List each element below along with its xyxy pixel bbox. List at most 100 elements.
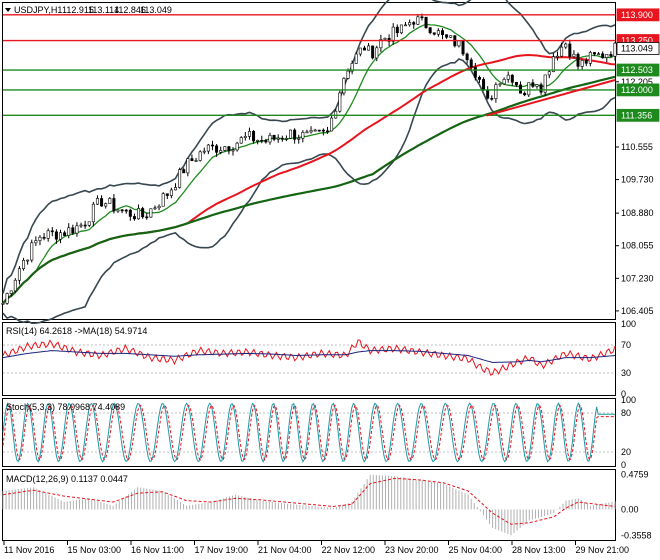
candle-body xyxy=(280,137,284,140)
candle-body xyxy=(289,129,293,139)
candle-body xyxy=(539,84,543,93)
bollinger-lower-band xyxy=(2,58,616,325)
candle-body xyxy=(120,209,124,212)
macd-tick-label: 0.4759 xyxy=(621,469,649,479)
candle-body xyxy=(605,54,609,58)
stoch-tick-label: 0 xyxy=(621,460,626,470)
candle-body xyxy=(502,79,506,85)
candle-body xyxy=(506,74,510,80)
candle-body xyxy=(531,82,535,87)
candle-body xyxy=(46,230,50,239)
candle-body xyxy=(104,203,108,207)
price-tick-label: 110.555 xyxy=(621,142,653,152)
candle-body xyxy=(416,16,420,25)
price-panel xyxy=(1,0,617,325)
candle-body xyxy=(256,139,260,142)
candle-body xyxy=(555,55,559,58)
candle-body xyxy=(490,97,494,100)
stoch-title: Stoch(5,3,3) 78.0968 74.4089 xyxy=(6,402,125,412)
candle-body xyxy=(317,129,321,132)
price-tick-label: 112.205 xyxy=(621,77,653,87)
candle-body xyxy=(182,169,186,174)
price-tag xyxy=(616,83,660,97)
candle-body xyxy=(210,144,214,147)
candle-body xyxy=(22,260,26,269)
candle-body xyxy=(194,160,198,162)
rsi-panel: 100 70 30 0 xyxy=(2,319,636,399)
candle-body xyxy=(305,131,309,134)
candle-body xyxy=(346,70,350,79)
candle-body xyxy=(50,230,54,233)
candle-body xyxy=(5,293,9,304)
candle-body xyxy=(128,209,132,217)
candle-body xyxy=(547,71,551,76)
candle-body xyxy=(63,232,67,236)
candle-body xyxy=(202,150,206,153)
time-tick-label: 29 Nov 21:00 xyxy=(576,545,630,555)
price-tag-label: 112.503 xyxy=(621,65,653,75)
ma-fast-line xyxy=(2,23,616,304)
candle-body xyxy=(404,24,408,27)
collapse-triangle-icon[interactable] xyxy=(5,8,11,12)
candle-body xyxy=(9,290,13,294)
macd-tick-label: -0.3558 xyxy=(621,531,652,541)
stoch-panel-frame xyxy=(2,398,616,467)
candle-body xyxy=(145,216,149,219)
bollinger-upper-band xyxy=(2,0,616,294)
candle-body xyxy=(362,47,366,51)
candle-body xyxy=(420,16,424,19)
candle-body xyxy=(576,53,580,67)
candle-body xyxy=(375,47,379,59)
candle-body xyxy=(284,138,288,140)
candle-body xyxy=(75,225,79,234)
candle-body xyxy=(157,205,161,209)
candle-body xyxy=(325,130,329,133)
candle-body xyxy=(132,216,136,220)
candle-body xyxy=(243,136,247,138)
candle-body xyxy=(190,158,194,162)
candle-body xyxy=(580,60,584,67)
price-tag-label: 113.250 xyxy=(621,36,653,46)
candle-body xyxy=(560,46,564,57)
ohlc-low: 112.846 xyxy=(114,5,146,15)
stoch-tick-label: 80 xyxy=(621,408,631,418)
candle-body xyxy=(108,198,112,204)
price-tick-label: 107.230 xyxy=(621,273,654,283)
candle-body xyxy=(149,208,153,218)
candle-body xyxy=(1,303,5,305)
candle-body xyxy=(71,227,75,234)
candle-body xyxy=(79,224,83,227)
candle-body xyxy=(239,137,243,144)
candle-body xyxy=(17,268,21,281)
candle-body xyxy=(601,53,605,58)
candle-body xyxy=(165,193,169,196)
stoch-k-line xyxy=(2,402,615,463)
candle-body xyxy=(293,129,297,140)
candle-body xyxy=(535,84,539,87)
candle-body xyxy=(137,208,141,220)
price-tick-label: 108.880 xyxy=(621,208,654,218)
candle-body xyxy=(219,150,223,153)
stoch-tick-label: 100 xyxy=(621,395,636,405)
rsi-tick-label: 30 xyxy=(621,368,631,378)
stoch-tick-label: 20 xyxy=(621,447,631,457)
candle-body xyxy=(141,208,145,218)
price-title: USDJPY,H1 xyxy=(14,5,62,15)
candle-body xyxy=(461,40,465,55)
candle-body xyxy=(527,82,531,96)
candle-body xyxy=(227,146,231,152)
candle-body xyxy=(383,37,387,40)
time-tick-label: 28 Nov 13:00 xyxy=(512,545,566,555)
candle-body xyxy=(428,27,432,34)
candle-body xyxy=(523,92,527,96)
time-tick-label: 22 Nov 12:00 xyxy=(322,545,376,555)
time-tick-label: 15 Nov 03:00 xyxy=(68,545,122,555)
candle-body xyxy=(38,236,42,241)
candle-body xyxy=(112,198,116,212)
candle-body xyxy=(42,236,46,239)
candle-body xyxy=(371,45,375,59)
candle-body xyxy=(568,43,572,57)
candle-body xyxy=(268,135,272,143)
candle-body xyxy=(551,56,555,73)
candle-body xyxy=(572,53,576,57)
